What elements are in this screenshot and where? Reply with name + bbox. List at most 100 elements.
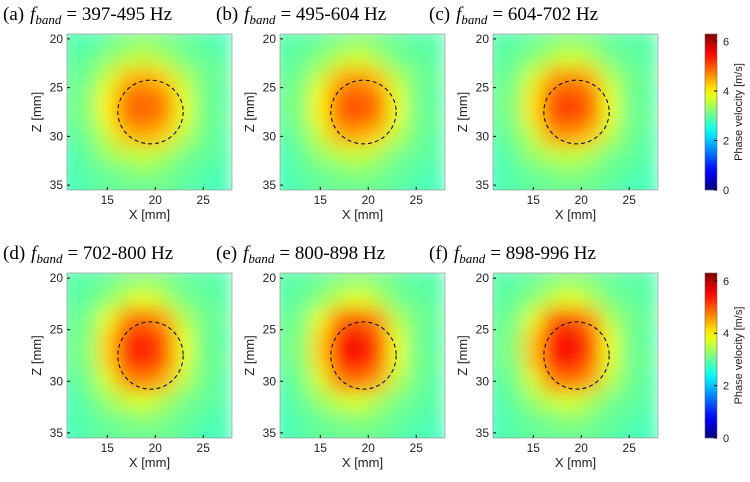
heatmap	[280, 273, 445, 438]
heatmap-cell	[97, 67, 118, 89]
heatmap-cell	[386, 370, 408, 393]
heatmap-cell	[212, 34, 232, 50]
y-tick-label: 30	[50, 129, 64, 143]
x-axis-label: X [mm]	[555, 455, 596, 470]
heatmap-cell	[493, 126, 506, 147]
title-text: = 800-898 Hz	[279, 243, 385, 264]
heatmap-cell	[580, 126, 601, 147]
heatmap-cell	[561, 370, 582, 393]
title-text: = 898-996 Hz	[490, 243, 596, 264]
heatmap-cell	[619, 370, 640, 393]
panel-label: (f)	[429, 243, 448, 264]
heatmap-cell	[386, 411, 408, 434]
heatmap-cell	[116, 411, 137, 434]
heatmap-cell	[638, 370, 658, 393]
heatmap-cell	[280, 308, 293, 331]
heatmap-cell	[638, 48, 658, 69]
y-tick-label: 20	[476, 271, 490, 285]
heatmap-cell	[523, 145, 544, 167]
x-tick-label: 15	[314, 193, 328, 207]
heatmap-cell	[406, 106, 427, 128]
heatmap-cell	[173, 411, 195, 434]
panel-label: (e)	[216, 243, 237, 264]
heatmap-cell	[116, 145, 137, 167]
heatmap-cell	[367, 184, 388, 190]
heatmap-cell	[310, 349, 331, 372]
y-tick-label: 20	[263, 32, 277, 46]
y-tick-label: 25	[263, 323, 277, 337]
heatmap-cell	[406, 349, 427, 372]
heatmap-cell	[523, 48, 544, 69]
heatmap-cell	[154, 308, 175, 331]
heatmap-cell	[580, 432, 601, 438]
heatmap-cell	[504, 67, 525, 89]
panel-label: (c)	[429, 4, 450, 25]
heatmap-cell	[291, 126, 312, 147]
heatmap-cell	[425, 87, 445, 108]
heatmap-cell	[116, 184, 137, 190]
heatmap-cell	[523, 106, 544, 128]
heatmap-cell	[212, 106, 232, 128]
y-tick-label: 25	[50, 81, 64, 95]
heatmap-cell	[493, 329, 506, 351]
y-tick-label: 35	[50, 426, 64, 440]
heatmap-cell	[580, 165, 601, 186]
heatmap-cell	[173, 67, 195, 89]
heatmap-cell	[425, 34, 445, 50]
inclusion-outline	[543, 321, 610, 390]
heatmap-cell	[116, 329, 137, 351]
heatmap-cell	[561, 126, 582, 147]
heatmap-cell	[406, 34, 427, 50]
heatmap-cell	[386, 184, 408, 190]
heatmap-cell	[173, 349, 195, 372]
panel-label: (d)	[3, 243, 25, 264]
heatmap-cell	[310, 48, 331, 69]
heatmap-cell	[619, 106, 640, 128]
heatmap-cell	[212, 184, 232, 190]
heatmap-cell	[386, 145, 408, 167]
colorbar-tick-label: 4	[723, 86, 729, 98]
heatmap-cell	[67, 411, 80, 434]
heatmap-cell	[97, 48, 118, 69]
y-tick-label: 35	[476, 178, 490, 192]
heatmap-cell	[291, 287, 312, 310]
heatmap-cell	[425, 273, 445, 289]
heatmap-cell	[425, 287, 445, 310]
heatmap-cell	[291, 349, 312, 372]
heatmap-cells	[280, 273, 445, 438]
inclusion-outline	[543, 79, 610, 145]
heatmap-cell	[599, 34, 621, 50]
heatmap-cell	[329, 106, 350, 128]
heatmap-cell	[348, 329, 369, 351]
heatmap-cell	[493, 87, 506, 108]
heatmap-cell	[561, 329, 582, 351]
heatmap-cell	[619, 391, 640, 413]
heatmap-cell	[173, 432, 195, 438]
heatmap-cell	[425, 165, 445, 186]
heatmap-cell	[561, 48, 582, 69]
panel-label: (b)	[216, 4, 238, 25]
heatmap-cell	[386, 273, 408, 289]
heatmap-cell	[406, 411, 427, 434]
heatmap	[280, 34, 445, 190]
heatmap-cell	[291, 87, 312, 108]
title-text: = 604-702 Hz	[492, 4, 598, 25]
heatmap-cell	[193, 273, 214, 289]
heatmap-cell	[542, 391, 563, 413]
heatmap-cell	[78, 145, 99, 167]
title-symbol: f	[456, 4, 464, 25]
heatmap-cell	[135, 48, 156, 69]
heatmap-cell	[212, 391, 232, 413]
colorbar-label: Phase velocity [m/s]	[733, 63, 745, 161]
heatmap-cell	[406, 126, 427, 147]
heatmap-cell	[193, 67, 214, 89]
heatmap-cell	[599, 106, 621, 128]
heatmap-cell	[212, 67, 232, 89]
heatmap-cell	[638, 329, 658, 351]
heatmap-cell	[97, 329, 118, 351]
heatmap-cell	[193, 87, 214, 108]
heatmap-cell	[386, 432, 408, 438]
colorbar-tick-label: 6	[723, 36, 729, 48]
heatmap-cell	[406, 165, 427, 186]
x-axis-label: X [mm]	[342, 207, 383, 222]
